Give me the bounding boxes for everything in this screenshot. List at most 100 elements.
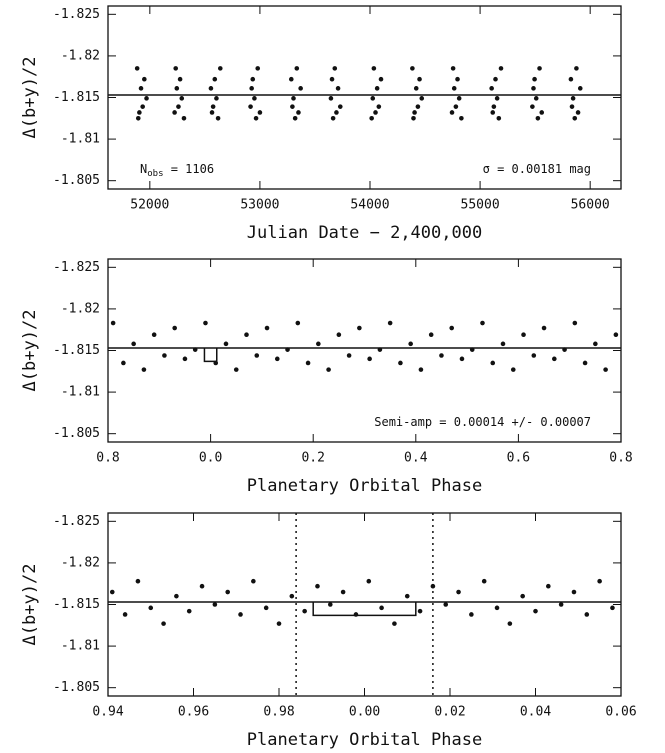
data-point [199,583,205,589]
data-point [376,104,382,109]
data-point [177,76,183,82]
data-point [366,578,372,584]
data-point [572,115,578,121]
data-point [276,621,282,626]
data-point [498,66,504,71]
x-tick-label: 0.04 [520,705,551,720]
data-point [428,332,434,337]
data-point [285,347,290,352]
data-point [490,360,496,366]
y-tick-label: -1.805 [53,173,100,188]
data-point [274,356,280,362]
data-point [490,110,496,115]
data-point [223,341,229,347]
data-point [574,66,579,71]
x-axis-title: Planetary Orbital Phase [247,476,482,496]
data-point [148,605,154,611]
data-point [412,110,417,115]
data-point [217,66,223,71]
data-point [378,76,384,82]
data-point [489,86,494,91]
data-point [182,356,188,362]
data-point [537,66,542,71]
data-point [291,96,296,101]
data-point [577,86,583,91]
data-point [572,320,578,326]
data-point [507,621,513,626]
data-point [410,66,415,71]
data-point [480,320,485,326]
data-point [335,86,341,91]
data-point [558,602,564,607]
y-tick-label: -1.81 [61,132,100,147]
data-point [244,332,249,337]
data-point [174,593,179,599]
data-point [176,104,181,109]
annotation-text: σ = 0.00181 mag [483,162,591,176]
data-point [377,347,383,352]
data-point [294,66,300,71]
data-point [214,96,219,101]
y-tick-label: -1.825 [53,260,100,275]
data-point [374,86,380,91]
data-point [292,115,298,121]
data-point [135,578,141,584]
data-point [135,115,141,121]
x-tick-label: 0.96 [178,705,209,720]
data-point [302,608,307,614]
data-point [353,612,359,617]
data-point [415,104,421,109]
data-point [334,110,339,115]
y-axis-title: Δ(b+y)/2 [20,564,40,646]
y-tick-label: -1.825 [53,7,100,22]
x-axis-title: Julian Date − 2,400,000 [247,223,482,243]
data-point [209,110,215,115]
data-point [263,605,269,611]
data-point [213,360,219,366]
data-point [459,115,464,121]
data-point [253,115,259,121]
data-point [408,341,413,347]
data-point [328,96,334,101]
y-tick-label: -1.805 [53,426,100,441]
x-axis-title: Planetary Orbital Phase [247,730,482,750]
data-point [141,367,147,372]
data-point [329,76,335,82]
x-tick-label: 0.94 [92,705,123,720]
data-point [340,589,346,595]
data-point [289,593,295,599]
x-tick-label: 0.06 [605,705,636,720]
y-tick-label: -1.82 [61,301,100,316]
y-tick-label: -1.82 [61,555,100,570]
data-point [449,110,455,115]
data-point [173,66,179,71]
data-point [418,367,424,372]
data-point [500,341,506,347]
data-point [459,356,465,362]
data-point [337,104,343,109]
data-point [411,115,416,121]
data-point [453,104,459,109]
annotation-sub: obs [147,169,163,179]
data-point [110,320,116,326]
data-point [593,341,598,347]
data-point [238,612,243,617]
data-point [367,356,372,362]
data-point [531,86,536,91]
data-point [430,583,436,589]
data-point [597,578,602,584]
data-point [443,602,449,607]
data-point [248,104,253,109]
annotation: σ = 0.00181 mag [483,162,591,176]
y-tick-label: -1.82 [61,48,100,63]
data-point [186,608,192,614]
annotation: Semi-amp = 0.00014 +/- 0.00007 [374,415,591,429]
annotation-rest: = 1106 [164,162,215,176]
x-tick-label: 0.0 [199,451,222,466]
data-point [569,104,575,109]
data-point [413,86,419,91]
x-tick-label: 56000 [571,198,610,213]
y-tick-label: -1.81 [61,385,100,400]
x-tick-label: 53000 [240,198,279,213]
